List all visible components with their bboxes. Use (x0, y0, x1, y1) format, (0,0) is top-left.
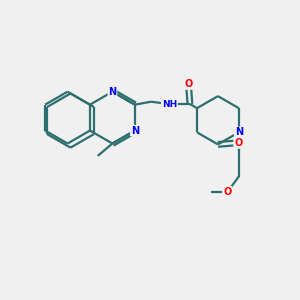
Text: O: O (234, 138, 242, 148)
Text: NH: NH (162, 100, 177, 109)
Text: N: N (131, 126, 139, 136)
Text: N: N (108, 87, 116, 97)
Text: O: O (184, 79, 193, 89)
Text: O: O (224, 187, 232, 197)
Text: N: N (235, 127, 243, 137)
